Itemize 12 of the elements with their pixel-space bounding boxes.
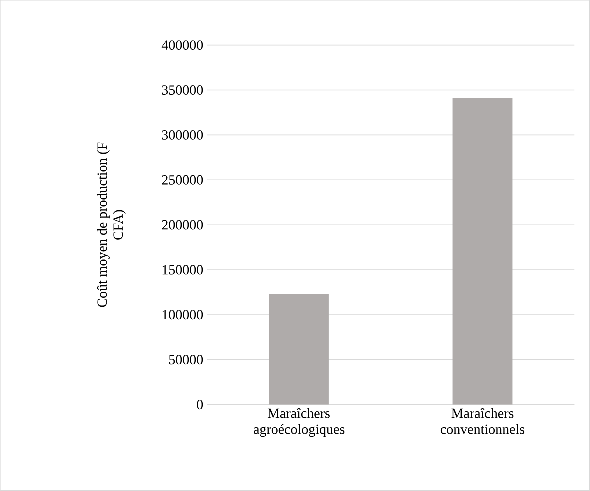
y-tick-label: 300000 bbox=[162, 130, 204, 140]
y-tick-label: 400000 bbox=[162, 40, 204, 50]
y-tick-label: 50000 bbox=[169, 355, 204, 365]
y-tick-label: 200000 bbox=[162, 220, 204, 230]
y-axis-title: Coût moyen de production (F CFA) bbox=[97, 142, 126, 308]
x-tick-label: Maraîchers conventionnels bbox=[440, 408, 525, 434]
y-tick-label: 100000 bbox=[162, 310, 204, 320]
y-tick-label: 0 bbox=[197, 400, 204, 410]
y-tick-label: 350000 bbox=[162, 85, 204, 95]
y-tick-label: 250000 bbox=[162, 175, 204, 185]
x-tick-label: Maraîchers agroécologiques bbox=[254, 408, 345, 438]
y-tick-label: 150000 bbox=[162, 265, 204, 275]
